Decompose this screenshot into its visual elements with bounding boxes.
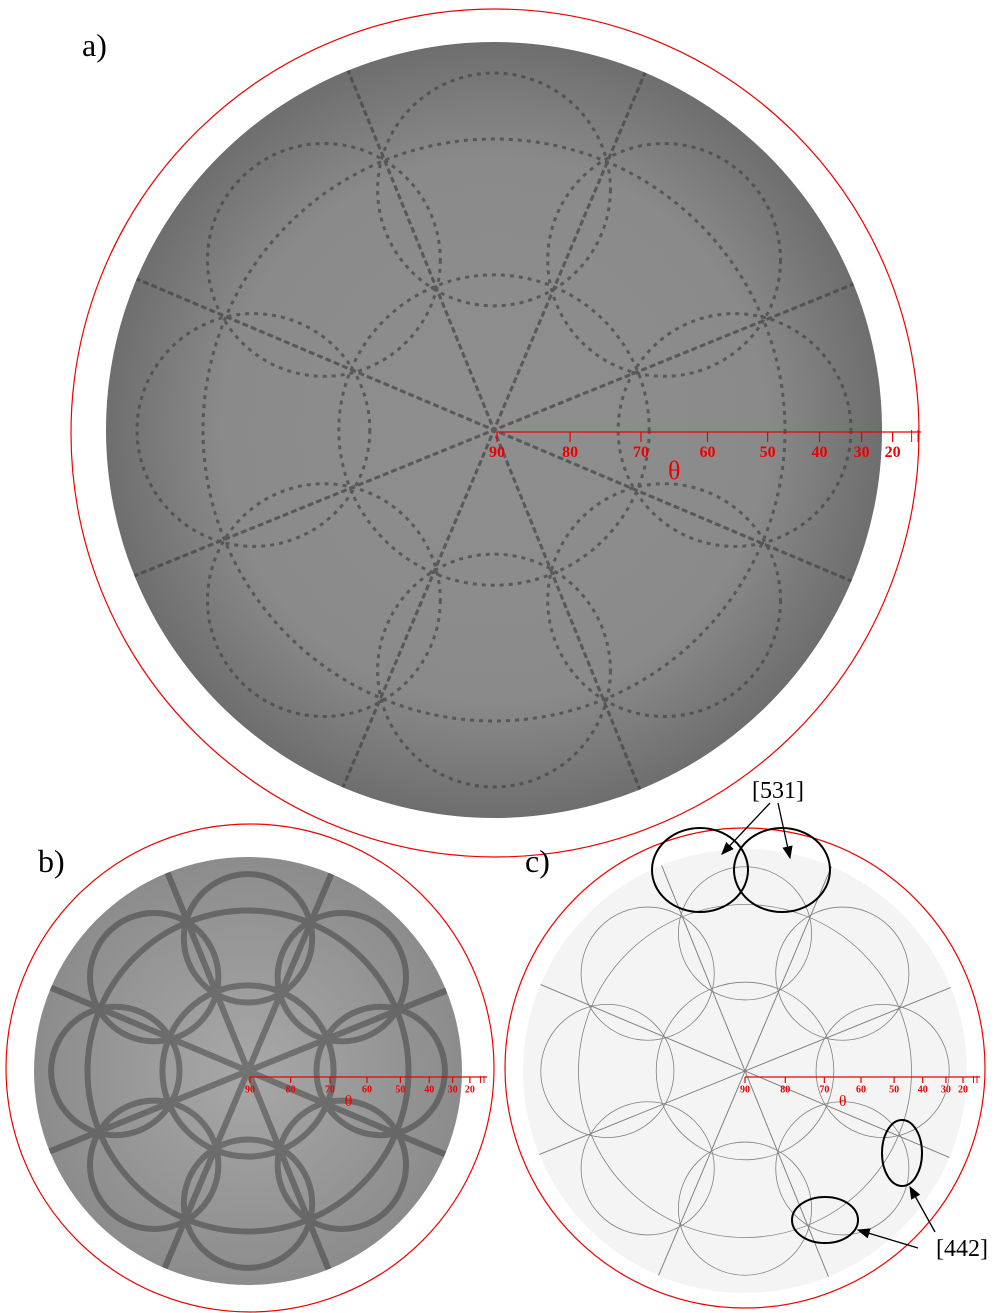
pattern-line bbox=[48, 987, 448, 1155]
pattern-circle bbox=[546, 482, 783, 719]
scale-tick-label: 40 bbox=[918, 1085, 928, 1096]
scale-symbol: θ bbox=[668, 456, 680, 485]
pattern-line bbox=[48, 987, 448, 1155]
pattern-circle bbox=[180, 871, 316, 1006]
outer-circle bbox=[504, 827, 986, 1309]
pattern-circle bbox=[86, 1097, 222, 1233]
scale-tick-label: 90 bbox=[245, 1085, 255, 1096]
pattern-circle bbox=[655, 981, 835, 1161]
scale-tick-label: 80 bbox=[780, 1085, 790, 1096]
pattern-circle bbox=[580, 906, 715, 1041]
scale-tick-label: 80 bbox=[562, 444, 578, 461]
scale-tick-label: 60 bbox=[700, 444, 716, 461]
scale-tick-label: 50 bbox=[395, 1085, 405, 1096]
pattern-circle bbox=[86, 909, 222, 1045]
pattern-circle bbox=[313, 1003, 448, 1139]
scale-tick-label: 60 bbox=[362, 1085, 372, 1096]
pattern-line bbox=[49, 984, 447, 1158]
scale-tick-label: 60 bbox=[856, 1085, 866, 1096]
scale-symbol: θ bbox=[839, 1093, 847, 1110]
pattern-line bbox=[49, 984, 447, 1158]
pattern-line bbox=[161, 872, 335, 1270]
annotation-arrows bbox=[721, 802, 936, 1249]
pattern-circle bbox=[201, 137, 787, 723]
panel-label: a) bbox=[82, 27, 107, 63]
pattern-circle bbox=[376, 552, 612, 789]
pattern-circle bbox=[48, 1003, 183, 1139]
pattern-circle bbox=[84, 907, 412, 1235]
kikuchi-lines bbox=[539, 865, 951, 1277]
scale-tick-label: 70 bbox=[633, 444, 649, 461]
pattern-line bbox=[164, 871, 332, 1271]
scale-tick-label: 70 bbox=[325, 1085, 335, 1096]
pattern-circle bbox=[616, 312, 853, 548]
annotation-ellipses bbox=[651, 827, 923, 1244]
pattern-line bbox=[164, 871, 332, 1271]
outer-circle bbox=[5, 823, 495, 1313]
pattern-line bbox=[161, 872, 335, 1270]
annotation-label: [531] bbox=[752, 778, 804, 804]
scale-tick-label: 50 bbox=[889, 1085, 899, 1096]
scale-tick-label: 20 bbox=[885, 444, 901, 461]
scale-tick-label: 30 bbox=[854, 444, 870, 461]
pattern-circle bbox=[376, 71, 612, 308]
outer-circle bbox=[70, 8, 920, 858]
scale-tick-label: 20 bbox=[958, 1085, 968, 1096]
annotation-label: [442] bbox=[936, 1236, 988, 1262]
pattern-circle bbox=[546, 141, 783, 378]
pattern-line bbox=[539, 987, 951, 1155]
pattern-circle bbox=[135, 312, 372, 548]
scale-tick-label: 20 bbox=[465, 1085, 475, 1096]
pattern-circle bbox=[580, 1101, 715, 1236]
scale-tick-label: 80 bbox=[286, 1085, 296, 1096]
scale-symbol: θ bbox=[345, 1093, 353, 1110]
scale-tick-label: 90 bbox=[740, 1085, 750, 1096]
kikuchi-lines bbox=[48, 871, 448, 1271]
pattern-circle bbox=[678, 866, 813, 1001]
pattern-line bbox=[133, 282, 855, 578]
pattern-circle bbox=[205, 141, 442, 378]
pattern-circle bbox=[274, 909, 410, 1045]
scale-tick-label: 40 bbox=[424, 1085, 434, 1096]
scale-tick-label: 50 bbox=[760, 444, 776, 461]
pattern-circle bbox=[180, 1136, 316, 1271]
pattern-circle bbox=[540, 1004, 675, 1139]
scale-tick-label: 30 bbox=[941, 1085, 951, 1096]
pattern-circle bbox=[678, 1141, 813, 1276]
kikuchi-lines bbox=[133, 69, 855, 791]
pattern-circle bbox=[159, 982, 337, 1160]
scale-tick-label: 40 bbox=[812, 444, 828, 461]
scale-tick-label: 70 bbox=[819, 1085, 829, 1096]
panel-label: b) bbox=[38, 843, 65, 879]
scale-tick-label: 90 bbox=[489, 444, 505, 461]
panel-label: c) bbox=[525, 843, 550, 879]
pattern-circle bbox=[337, 273, 651, 587]
pattern-disk bbox=[34, 857, 462, 1285]
pattern-circle bbox=[815, 1004, 950, 1139]
scale-tick-label: 30 bbox=[448, 1085, 458, 1096]
pattern-circle bbox=[775, 1101, 910, 1236]
pattern-circle bbox=[274, 1097, 410, 1233]
pattern-circle bbox=[578, 904, 912, 1238]
pattern-circle bbox=[205, 482, 442, 719]
pattern-circle bbox=[775, 906, 910, 1041]
